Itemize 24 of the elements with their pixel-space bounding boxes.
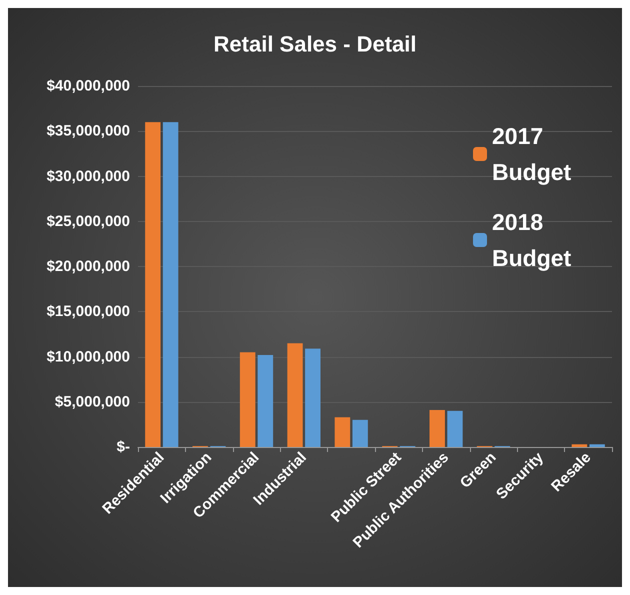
y-tick-label: $20,000,000 [46, 258, 130, 275]
bar [145, 122, 161, 447]
bar [305, 348, 320, 447]
y-tick-label: $- [116, 438, 130, 456]
bar [162, 122, 178, 447]
bar [352, 420, 368, 447]
bar [334, 417, 350, 447]
legend-label: 2018 Budget [492, 209, 572, 271]
y-tick-label: $10,000,000 [46, 348, 130, 366]
y-tick-label: $25,000,000 [46, 212, 130, 230]
y-tick-label: $15,000,000 [46, 303, 130, 320]
y-tick-label: $40,000,000 [46, 78, 130, 94]
bar [287, 343, 303, 447]
bar [258, 354, 274, 447]
bar [430, 410, 445, 447]
bar [240, 352, 256, 447]
bar [589, 444, 605, 447]
bar [572, 444, 588, 447]
legend-label: 2017 Budget [492, 123, 572, 185]
y-tick-label: $5,000,000 [54, 393, 130, 410]
bar [447, 410, 463, 447]
y-tick-label: $30,000,000 [46, 168, 130, 185]
y-tick-label: $35,000,000 [46, 122, 130, 140]
chart-title: Retail Sales - Detail [214, 32, 416, 56]
